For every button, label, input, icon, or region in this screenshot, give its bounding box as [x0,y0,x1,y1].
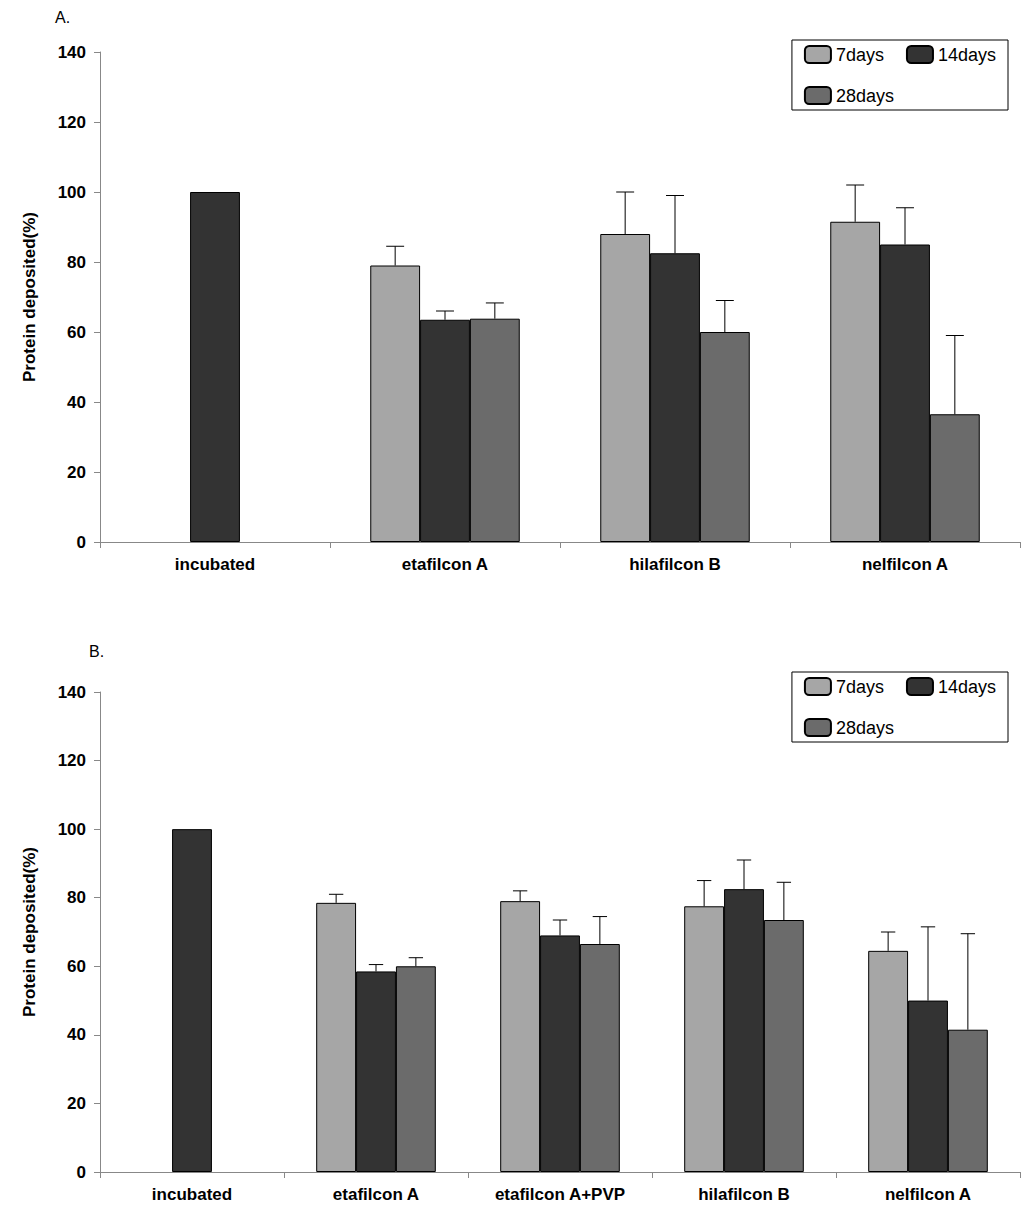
svg-text:20: 20 [67,1094,86,1113]
svg-text:A.: A. [55,9,70,26]
svg-text:0: 0 [77,1163,86,1182]
svg-text:nelfilcon A: nelfilcon A [885,1185,971,1204]
svg-text:etafilcon A+PVP: etafilcon A+PVP [495,1185,625,1204]
svg-text:7days: 7days [836,677,884,697]
svg-text:incubated: incubated [152,1185,232,1204]
svg-text:140: 140 [58,683,86,702]
svg-text:100: 100 [58,820,86,839]
svg-text:40: 40 [67,1025,86,1044]
svg-text:80: 80 [67,888,86,907]
svg-text:120: 120 [58,113,86,132]
svg-text:60: 60 [67,323,86,342]
svg-text:40: 40 [67,393,86,412]
svg-text:60: 60 [67,957,86,976]
svg-text:120: 120 [58,751,86,770]
svg-text:incubated: incubated [175,555,255,574]
svg-text:hilafilcon B: hilafilcon B [698,1185,790,1204]
svg-text:etafilcon A: etafilcon A [333,1185,419,1204]
svg-text:hilafilcon B: hilafilcon B [629,555,721,574]
svg-text:Protein deposited(%): Protein deposited(%) [20,847,39,1017]
svg-text:7days: 7days [836,45,884,65]
svg-text:100: 100 [58,183,86,202]
svg-text:140: 140 [58,43,86,62]
svg-text:28days: 28days [836,86,894,106]
svg-text:etafilcon A: etafilcon A [402,555,488,574]
svg-text:28days: 28days [836,718,894,738]
svg-text:80: 80 [67,253,86,272]
svg-text:B.: B. [89,643,104,660]
svg-text:Protein deposited(%): Protein deposited(%) [20,212,39,382]
svg-text:14days: 14days [938,677,996,697]
svg-text:14days: 14days [938,45,996,65]
svg-text:nelfilcon A: nelfilcon A [862,555,948,574]
svg-text:20: 20 [67,463,86,482]
svg-text:0: 0 [77,533,86,552]
